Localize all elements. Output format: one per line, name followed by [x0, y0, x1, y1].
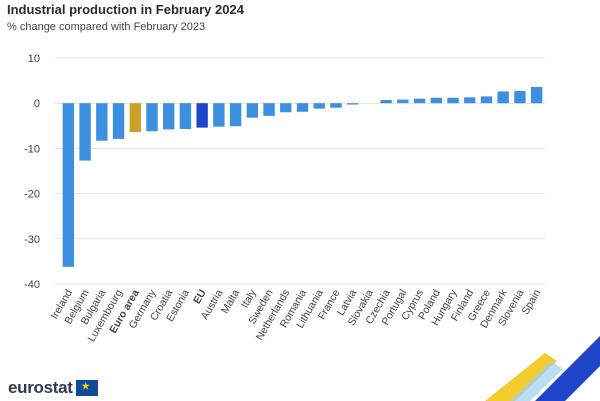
- brand-name: eurostat: [8, 378, 73, 397]
- bar: [480, 96, 493, 104]
- chart-subtitle: % change compared with February 2023: [7, 21, 206, 33]
- bar: [179, 103, 192, 129]
- y-tick-label: 0: [34, 98, 40, 110]
- y-tick-label: -20: [24, 189, 40, 201]
- bar: [530, 86, 543, 104]
- bar: [129, 103, 141, 133]
- bar: [313, 103, 325, 109]
- bar: [497, 91, 509, 104]
- bar: [430, 97, 442, 104]
- bar: [79, 103, 91, 161]
- y-tick-label: 10: [28, 53, 40, 65]
- bar: [263, 103, 275, 116]
- bar: [413, 98, 426, 104]
- bar: [380, 100, 392, 104]
- bar: [62, 103, 75, 267]
- chart-title: Industrial production in February 2024: [7, 2, 244, 17]
- bar: [514, 90, 526, 104]
- bar: [397, 99, 409, 104]
- y-tick-label: -30: [24, 234, 40, 246]
- x-tick-label: Malta: [219, 287, 242, 315]
- bar: [213, 103, 225, 127]
- bar: [246, 103, 259, 118]
- bar: [296, 103, 309, 112]
- y-tick-label: -10: [24, 143, 40, 155]
- bar: [229, 103, 242, 127]
- bar: [146, 103, 158, 132]
- bar: [163, 103, 175, 130]
- bar: [447, 97, 459, 104]
- eurostat-logo: eurostat: [8, 378, 98, 398]
- bar: [112, 103, 125, 139]
- eu-flag-icon: [75, 380, 98, 396]
- bar: [196, 103, 208, 128]
- bar: [346, 103, 359, 105]
- bar: [96, 103, 108, 141]
- y-tick-label: -40: [24, 279, 40, 291]
- bar: [464, 97, 476, 104]
- bar: [280, 103, 292, 113]
- bar: [330, 103, 342, 108]
- decorative-stripes-icon: [485, 336, 600, 401]
